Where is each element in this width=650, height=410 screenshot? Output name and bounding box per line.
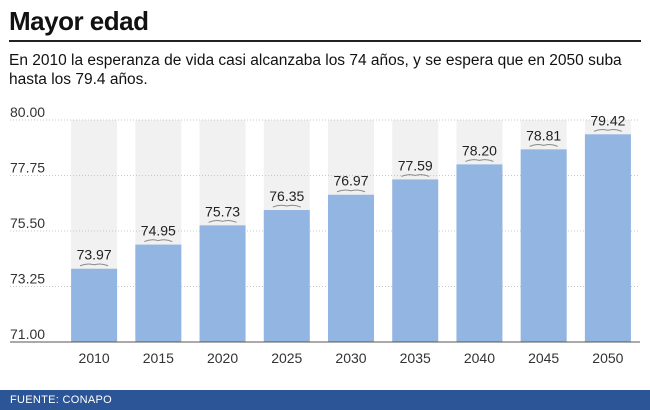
- value-connector: [529, 144, 558, 147]
- value-label-2035: 77.59: [398, 157, 433, 173]
- value-connector: [144, 239, 173, 243]
- bar-2035: [392, 179, 439, 342]
- value-connector: [79, 263, 109, 267]
- x-tick-label-2025: 2025: [271, 350, 302, 366]
- value-connector: [465, 159, 494, 162]
- x-tick-label-2045: 2045: [528, 350, 559, 366]
- bar-2050: [584, 134, 631, 342]
- y-tick-label: 75.50: [10, 215, 45, 231]
- chart-subtitle: En 2010 la esperanza de vida casi alcanz…: [9, 52, 622, 88]
- y-tick-label: 80.00: [10, 104, 45, 120]
- bar-2020: [199, 225, 246, 342]
- value-connector: [208, 220, 237, 223]
- value-label-2040: 78.20: [462, 142, 497, 158]
- value-label-2045: 78.81: [526, 127, 561, 143]
- source-label: FUENTE: CONAPO: [10, 394, 112, 406]
- value-connector: [593, 129, 623, 132]
- bar-2030: [328, 194, 374, 342]
- value-connector: [401, 174, 430, 177]
- title-divider: [9, 40, 641, 42]
- x-tick-label-2020: 2020: [207, 350, 238, 366]
- bar-2045: [520, 149, 567, 342]
- bar-2040: [456, 164, 503, 342]
- value-label-2020: 75.73: [205, 203, 240, 219]
- page-title: Mayor edad: [9, 6, 149, 36]
- value-label-2025: 76.35: [269, 188, 304, 204]
- x-tick-label-2030: 2030: [335, 350, 366, 366]
- value-label-2050: 79.42: [590, 112, 625, 128]
- y-tick-label: 73.25: [10, 271, 45, 287]
- value-label-2015: 74.95: [141, 223, 176, 239]
- x-tick-label-2040: 2040: [464, 350, 495, 366]
- y-tick-label: 77.75: [10, 160, 45, 176]
- bar-2010: [71, 268, 118, 342]
- x-tick-label-2015: 2015: [143, 350, 174, 366]
- value-connector: [272, 204, 301, 208]
- value-label-2030: 76.97: [333, 173, 368, 189]
- x-tick-label-2035: 2035: [400, 350, 431, 366]
- x-tick-label-2010: 2010: [79, 350, 110, 366]
- y-tick-label: 71.00: [10, 326, 45, 342]
- value-label-2010: 73.97: [77, 247, 112, 263]
- value-connector: [336, 189, 366, 193]
- source-footer: FUENTE: CONAPO: [0, 390, 650, 410]
- bar-2015: [135, 244, 182, 342]
- bar-2025: [263, 210, 310, 342]
- x-tick-label-2050: 2050: [592, 350, 623, 366]
